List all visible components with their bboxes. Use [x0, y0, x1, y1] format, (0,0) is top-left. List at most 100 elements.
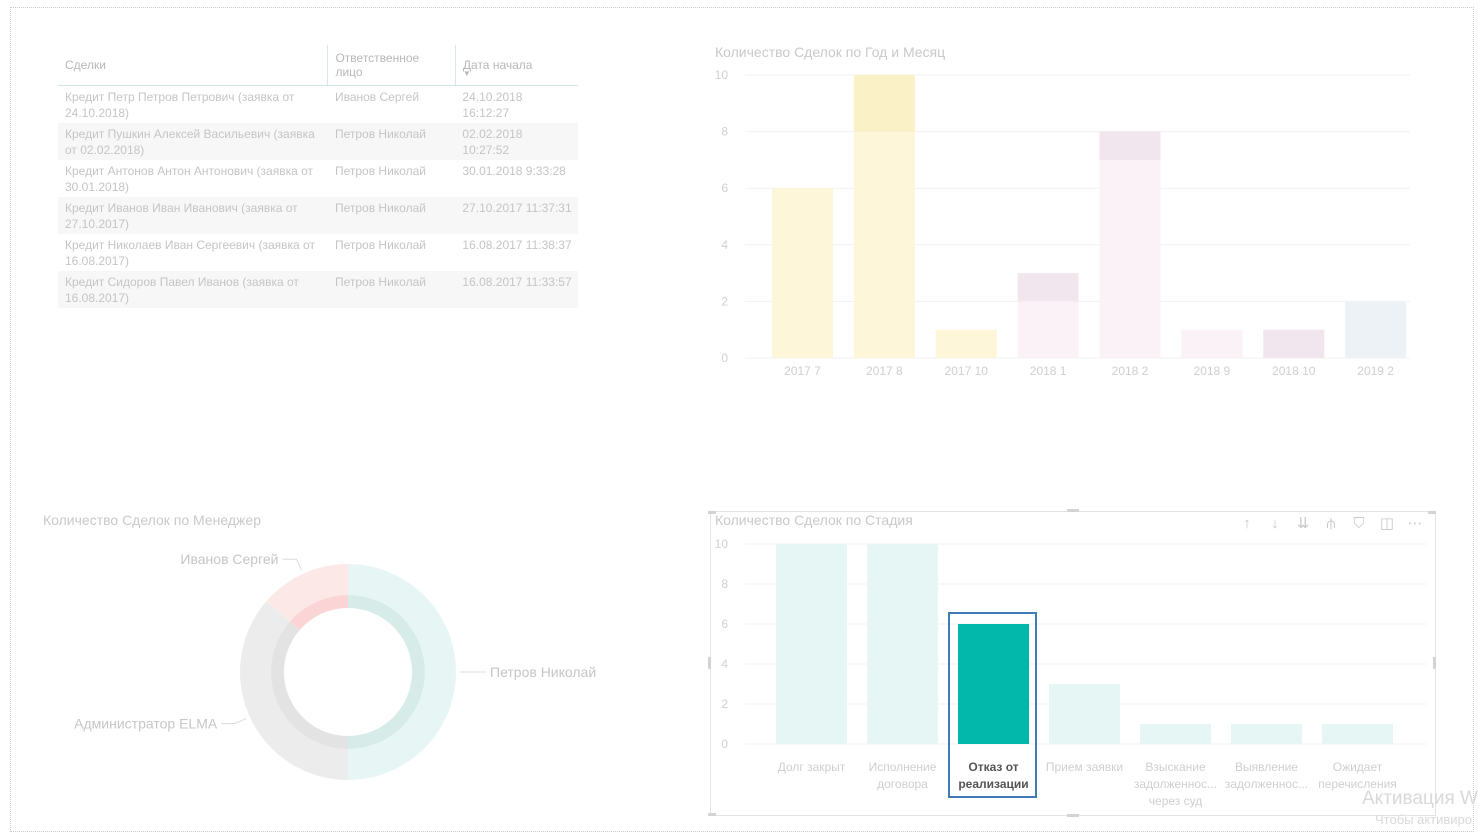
stage-chart-bar[interactable]: [1231, 724, 1302, 744]
month-chart-x-tick: 2018 9: [1194, 364, 1231, 378]
stage-bar-chart[interactable]: 0 2 4 6 8 10 Долг закрыт Исполнение договора Отка…: [700, 532, 1435, 812]
stage-chart-bar[interactable]: [1049, 684, 1120, 744]
table-row[interactable]: Кредит Николаев Иван Сергеевич (заявка о…: [58, 234, 578, 271]
month-chart-bar-segment[interactable]: [1017, 301, 1079, 358]
column-header-start-date-label: Дата начала: [462, 58, 533, 72]
visual-header-toolbar: ↑ ↓ ⇊ ⫛ ⛉ ◫ ⋯: [1238, 514, 1424, 534]
stage-chart-x-tick: Отказ от реализации: [958, 760, 1028, 791]
table-row[interactable]: Кредит Пушкин Алексей Васильевич (заявка…: [58, 123, 578, 160]
month-chart-y-tick: 2: [721, 294, 728, 308]
table-cell-owner: Петров Николай: [327, 197, 456, 234]
stage-chart-y-tick: 10: [715, 537, 729, 551]
donut-slice-inner-ring: [348, 595, 425, 749]
table-cell-date: 27.10.2017 11:37:31: [455, 197, 578, 234]
filter-icon[interactable]: ⛉: [1353, 515, 1365, 532]
stage-chart-y-tick: 8: [721, 577, 728, 591]
stage-chart-x-tick-line: Выявление: [1235, 760, 1298, 774]
month-chart-bar-segment[interactable]: [1099, 159, 1161, 358]
donut-slice-inner-ring: [289, 595, 348, 631]
stage-chart-y-tick: 2: [721, 697, 728, 711]
drill-down-icon[interactable]: ↓: [1271, 515, 1279, 532]
report-canvas: [10, 7, 1474, 832]
month-chart-bar-segment[interactable]: [772, 188, 833, 358]
table-cell-deal: Кредит Антонов Антон Антонович (заявка о…: [65, 164, 314, 194]
stage-chart-bar[interactable]: [776, 544, 847, 744]
stage-chart-x-tick-line: задолженнос...: [1134, 777, 1217, 791]
table-cell-deal: Кредит Сидоров Павел Иванов (заявка от 1…: [58, 271, 328, 308]
table-cell-owner: Петров Николай: [334, 238, 426, 252]
donut-slice-label: Петров Николай: [490, 664, 596, 680]
resize-handle-top-right[interactable]: [1428, 511, 1436, 514]
month-chart-bar-segment[interactable]: [1017, 273, 1079, 302]
table-cell-deal: Кредит Николаев Иван Сергеевич (заявка о…: [65, 238, 315, 268]
resize-handle-right[interactable]: [1433, 657, 1436, 669]
month-chart-bar-segment[interactable]: [1345, 301, 1407, 358]
stage-chart-bar[interactable]: [867, 544, 938, 744]
manager-chart-title: Количество Сделок по Менеджер: [43, 512, 261, 528]
stage-chart-bar[interactable]: [1322, 724, 1393, 744]
donut-slice[interactable]: [239, 601, 348, 780]
table-cell-deal: Кредит Иванов Иван Иванович (заявка от 2…: [58, 197, 328, 234]
next-level-icon[interactable]: ⇊: [1296, 515, 1310, 532]
month-chart-bar-segment[interactable]: [1099, 131, 1161, 160]
table-cell-owner: Петров Николай: [327, 271, 456, 308]
resize-handle-top[interactable]: [1067, 509, 1079, 512]
donut-leader-line: [282, 558, 302, 571]
deals-table: Сделки Ответственное лицо Дата начала ▼ К…: [58, 45, 578, 308]
stage-chart-x-tick-line: Ожидает: [1333, 760, 1383, 774]
donut-slice-label: Администратор ELMA: [74, 716, 218, 732]
focus-mode-icon[interactable]: ◫: [1379, 515, 1395, 532]
expand-hierarchy-icon[interactable]: ⫛: [1326, 515, 1336, 532]
month-chart-y-tick: 0: [721, 351, 728, 365]
month-chart-bar-segment[interactable]: [853, 131, 915, 358]
stage-chart-x-tick-line: Взыскание: [1145, 760, 1206, 774]
month-chart-x-tick: 2019 2: [1357, 364, 1394, 378]
month-chart-bar-segment[interactable]: [853, 75, 915, 132]
deals-table-visual[interactable]: Сделки Ответственное лицо Дата начала ▼ К…: [58, 45, 580, 308]
table-cell-date: 02.02.2018 10:27:52: [455, 123, 578, 160]
drill-up-icon[interactable]: ↑: [1243, 515, 1251, 532]
stage-chart-bar[interactable]: [1140, 724, 1211, 744]
stage-chart-x-tick: Взыскание задолженнос... через суд: [1134, 760, 1217, 808]
resize-handle-bottom-left[interactable]: [708, 813, 716, 816]
table-row[interactable]: Кредит Иванов Иван Иванович (заявка от 2…: [58, 197, 578, 234]
column-header-deals[interactable]: Сделки: [58, 45, 328, 86]
table-cell-date: 30.01.2018 9:33:28: [462, 164, 566, 178]
donut-slice[interactable]: [266, 564, 348, 622]
table-cell-date: 16.08.2017 11:38:37: [462, 238, 572, 252]
table-cell-date: 24.10.2018 16:12:27: [462, 90, 523, 120]
manager-donut-chart[interactable]: Петров Николай Администратор ELMA Иванов С…: [40, 535, 640, 805]
month-chart-bar-segment[interactable]: [935, 329, 997, 358]
stage-chart-x-tick-line: Исполнение: [869, 760, 937, 774]
stage-chart-x-tick-line: реализации: [958, 777, 1028, 791]
stage-chart-bar[interactable]: [958, 624, 1029, 744]
month-chart-x-tick: 2018 10: [1272, 364, 1316, 378]
stage-chart-y-tick: 0: [721, 737, 728, 751]
month-bar-chart[interactable]: 0 2 4 6 8 10 2017 7 2017 8 2017 10 2018 1 2018 2 20…: [700, 60, 1420, 390]
donut-slice-label: Иванов Сергей: [180, 551, 278, 567]
column-header-owner[interactable]: Ответственное лицо: [327, 45, 456, 86]
table-cell-owner: Петров Николай: [327, 123, 456, 160]
resize-handle-bottom[interactable]: [1067, 814, 1079, 817]
more-options-icon[interactable]: ⋯: [1407, 515, 1423, 532]
month-chart-y-tick: 6: [721, 181, 728, 195]
table-row[interactable]: Кредит Петр Петров Петрович (заявка от 2…: [58, 86, 578, 124]
donut-slice[interactable]: [348, 564, 456, 780]
month-chart-bar-segment[interactable]: [1181, 329, 1243, 358]
table-cell-owner: Иванов Сергей: [334, 90, 420, 104]
stage-chart-x-tick: Исполнение договора: [869, 760, 937, 791]
column-header-start-date[interactable]: Дата начала ▼: [454, 45, 578, 86]
stage-chart-x-tick: Выявление задолженнос...: [1225, 760, 1308, 791]
stage-chart-x-tick: Прием заявки: [1046, 760, 1123, 774]
table-row[interactable]: Кредит Сидоров Павел Иванов (заявка от 1…: [58, 271, 578, 308]
stage-chart-x-tick: Ожидает перечисления: [1318, 760, 1397, 791]
resize-handle-top-left[interactable]: [708, 511, 716, 514]
table-row[interactable]: Кредит Антонов Антон Антонович (заявка о…: [58, 160, 578, 197]
month-chart-bar-segment[interactable]: [1263, 329, 1325, 358]
resize-handle-left[interactable]: [708, 657, 711, 669]
stage-chart-x-tick-line: задолженнос...: [1225, 777, 1308, 791]
stage-chart-x-tick-line: через суд: [1149, 794, 1202, 808]
month-chart-x-tick: 2017 7: [784, 364, 821, 378]
table-cell-deal: Кредит Петр Петров Петрович (заявка от 2…: [65, 90, 295, 120]
stage-chart-x-tick-line: договора: [877, 777, 928, 791]
